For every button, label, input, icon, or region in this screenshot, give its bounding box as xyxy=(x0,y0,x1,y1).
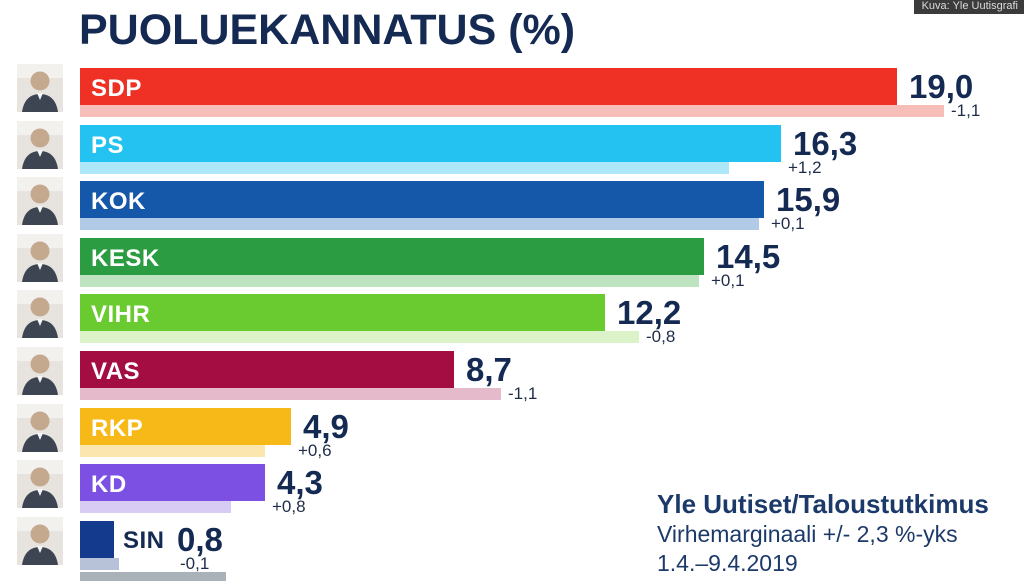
person-photo-placeholder xyxy=(17,234,63,282)
change-rkp: +0,6 xyxy=(298,441,332,460)
change-ps: +1,2 xyxy=(788,158,822,177)
previous-value-bar-ps xyxy=(80,162,729,174)
party-label-sin: SIN xyxy=(123,527,165,554)
bar-sdp: SDP xyxy=(80,68,897,105)
person-photo-placeholder xyxy=(17,121,63,169)
party-leader-photo-vas xyxy=(17,347,63,395)
party-label-sdp: SDP xyxy=(91,75,142,102)
poll-dates: 1.4.–9.4.2019 xyxy=(657,550,798,576)
party-leader-photo-vihr xyxy=(17,290,63,338)
party-label-vihr: VIHR xyxy=(91,301,151,328)
person-photo-placeholder xyxy=(17,517,63,565)
value-sdp: 19,0 xyxy=(909,68,974,105)
change-kesk: +0,1 xyxy=(711,271,745,290)
credit-badge: Kuva: Yle Uutisgrafi xyxy=(913,0,1024,14)
change-sdp: -1,1 xyxy=(951,101,981,120)
value-kok: 15,9 xyxy=(776,181,841,218)
party-label-kesk: KESK xyxy=(91,245,160,272)
bar-kesk: KESK xyxy=(80,238,704,275)
page-title: PUOLUEKANNATUS (%) xyxy=(79,6,576,54)
bar-vas: VAS xyxy=(80,351,454,388)
value-ps: 16,3 xyxy=(793,125,858,162)
value-kd: 4,3 xyxy=(277,464,323,501)
change-vas: -1,1 xyxy=(508,384,538,403)
party-label-vas: VAS xyxy=(91,358,141,385)
person-photo-placeholder xyxy=(17,64,63,112)
source-name: Yle Uutiset/Taloustutkimus xyxy=(657,489,989,519)
party-leader-photo-kok xyxy=(17,177,63,225)
change-vihr: -0,8 xyxy=(646,327,676,346)
party-leader-photo-sin xyxy=(17,517,63,565)
previous-value-bar-sdp xyxy=(80,105,944,117)
previous-value-bar-kok xyxy=(80,218,759,230)
previous-value-bar-kesk xyxy=(80,275,699,287)
party-label-ps: PS xyxy=(91,132,125,159)
party-leader-photo-sdp xyxy=(17,64,63,112)
bar-vihr: VIHR xyxy=(80,294,605,331)
change-kok: +0,1 xyxy=(771,214,805,233)
party-leader-photo-kd xyxy=(17,460,63,508)
value-vas: 8,7 xyxy=(466,351,512,388)
person-photo-placeholder xyxy=(17,404,63,452)
source-block: Yle Uutiset/Taloustutkimus Virhemarginaa… xyxy=(657,488,989,578)
party-label-kd: KD xyxy=(91,471,127,498)
person-photo-placeholder xyxy=(17,290,63,338)
bar-kd: KD xyxy=(80,464,265,501)
bar-ps: PS xyxy=(80,125,781,162)
value-sin: 0,8 xyxy=(177,521,223,558)
bar-rkp: RKP xyxy=(80,408,291,445)
change-kd: +0,8 xyxy=(272,497,306,516)
person-photo-placeholder xyxy=(17,460,63,508)
party-leader-photo-kesk xyxy=(17,234,63,282)
bar-others-cutoff xyxy=(80,572,226,581)
margin-of-error: Virhemarginaali +/- 2,3 %-yks xyxy=(657,521,958,547)
bar-sin xyxy=(80,521,114,558)
party-leader-photo-ps xyxy=(17,121,63,169)
previous-value-bar-vas xyxy=(80,388,501,400)
value-kesk: 14,5 xyxy=(716,238,781,275)
person-photo-placeholder xyxy=(17,347,63,395)
party-label-rkp: RKP xyxy=(91,415,144,442)
previous-value-bar-sin xyxy=(80,558,119,570)
change-sin: -0,1 xyxy=(180,554,210,573)
party-label-kok: KOK xyxy=(91,188,146,215)
value-vihr: 12,2 xyxy=(617,294,682,331)
party-leader-photo-rkp xyxy=(17,404,63,452)
previous-value-bar-rkp xyxy=(80,445,265,457)
bar-kok: KOK xyxy=(80,181,764,218)
value-rkp: 4,9 xyxy=(303,408,349,445)
previous-value-bar-vihr xyxy=(80,331,639,343)
previous-value-bar-kd xyxy=(80,501,231,513)
person-photo-placeholder xyxy=(17,177,63,225)
